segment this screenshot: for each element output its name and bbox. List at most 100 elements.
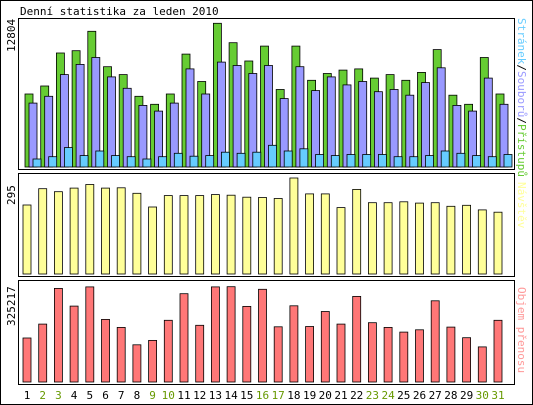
bar-stranek-day-13 bbox=[220, 151, 230, 168]
x-tick-day-8: 8 bbox=[134, 389, 141, 402]
x-tick-day-7: 7 bbox=[118, 389, 125, 402]
bar-navstev-day-12 bbox=[195, 195, 205, 275]
bar-stranek-day-18 bbox=[299, 148, 309, 168]
x-tick-day-31: 31 bbox=[491, 389, 504, 402]
bar-stranek-day-12 bbox=[205, 155, 215, 168]
x-tick-day-21: 21 bbox=[334, 389, 347, 402]
legend-entry: / bbox=[515, 64, 528, 71]
bot-panel-legend: Objem přenosu bbox=[515, 287, 528, 373]
bar-souboru-day-26 bbox=[421, 82, 430, 168]
bar-souboru-day-13 bbox=[216, 61, 226, 168]
bar-objem-prenosu-day-27 bbox=[430, 300, 440, 383]
bar-navstev-day-22 bbox=[352, 188, 362, 275]
bar-navstev-day-15 bbox=[242, 196, 252, 275]
x-tick-day-9: 9 bbox=[149, 389, 156, 402]
bar-stranek-day-31 bbox=[503, 154, 513, 168]
bar-stranek-day-2 bbox=[48, 156, 58, 168]
bar-souboru-day-6 bbox=[107, 76, 116, 168]
bar-navstev-day-5 bbox=[85, 184, 95, 275]
bar-navstev-day-18 bbox=[289, 177, 299, 275]
bar-objem-prenosu-day-2 bbox=[38, 323, 48, 383]
bar-souboru-day-11 bbox=[185, 68, 195, 168]
legend-entry: Přístupů bbox=[515, 124, 528, 177]
bar-stranek-day-24 bbox=[393, 156, 403, 168]
top-panel-max-label: 12804 bbox=[5, 19, 18, 52]
bar-objem-prenosu-day-24 bbox=[383, 326, 393, 383]
bar-souboru-day-14 bbox=[232, 65, 242, 168]
bar-navstev-day-30 bbox=[477, 209, 487, 275]
bar-navstev-day-16 bbox=[258, 197, 267, 275]
legend-entry: Návštěv bbox=[515, 182, 528, 229]
bar-souboru-day-20 bbox=[326, 76, 336, 168]
bot-panel-max-label: 325217 bbox=[5, 286, 18, 326]
bar-objem-prenosu-day-23 bbox=[367, 322, 377, 383]
bar-souboru-day-24 bbox=[389, 89, 399, 168]
x-tick-day-17: 17 bbox=[272, 389, 285, 402]
bar-stranek-day-9 bbox=[158, 156, 168, 168]
x-tick-day-26: 26 bbox=[413, 389, 426, 402]
x-tick-day-3: 3 bbox=[55, 389, 62, 402]
bar-objem-prenosu-day-13 bbox=[210, 286, 220, 383]
bar-souboru-day-4 bbox=[75, 64, 85, 168]
bar-navstev-day-14 bbox=[226, 194, 236, 275]
bar-objem-prenosu-day-8 bbox=[132, 344, 142, 383]
bar-stranek-day-21 bbox=[346, 154, 356, 168]
bar-navstev-day-20 bbox=[320, 193, 330, 275]
bar-objem-prenosu-day-30 bbox=[477, 346, 487, 383]
bar-objem-prenosu-day-9 bbox=[148, 339, 158, 383]
bar-stranek-day-26 bbox=[425, 155, 434, 168]
bar-souboru-day-30 bbox=[483, 77, 493, 168]
bar-souboru-day-7 bbox=[122, 87, 132, 168]
bar-navstev-day-24 bbox=[383, 202, 393, 275]
bar-stranek-day-20 bbox=[330, 155, 340, 168]
x-tick-day-25: 25 bbox=[397, 389, 410, 402]
bar-stranek-day-1 bbox=[32, 158, 42, 168]
bar-souboru-day-1 bbox=[28, 102, 38, 168]
legend-entry: / bbox=[515, 117, 528, 124]
bar-stranek-day-16 bbox=[268, 144, 277, 168]
bar-stranek-day-28 bbox=[456, 152, 466, 168]
bar-objem-prenosu-day-12 bbox=[195, 324, 205, 383]
bar-stranek-day-3 bbox=[64, 147, 73, 168]
bar-objem-prenosu-day-21 bbox=[336, 323, 346, 383]
bar-navstev-day-31 bbox=[493, 211, 503, 275]
x-tick-day-19: 19 bbox=[303, 389, 316, 402]
bar-stranek-day-7 bbox=[126, 156, 136, 168]
mid-panel-max-label: 295 bbox=[5, 185, 18, 205]
bar-navstev-day-2 bbox=[38, 188, 48, 275]
bar-navstev-day-19 bbox=[305, 193, 315, 275]
bar-stranek-day-5 bbox=[95, 150, 105, 168]
bar-navstev-day-10 bbox=[163, 195, 173, 275]
bar-stranek-day-11 bbox=[189, 155, 199, 168]
bar-navstev-day-3 bbox=[54, 191, 63, 275]
bar-navstev-day-11 bbox=[179, 195, 189, 275]
bar-navstev-day-29 bbox=[462, 204, 472, 275]
bar-objem-prenosu-day-14 bbox=[226, 286, 236, 383]
x-tick-day-28: 28 bbox=[444, 389, 457, 402]
bar-objem-prenosu-day-7 bbox=[116, 326, 126, 383]
bar-objem-prenosu-day-10 bbox=[163, 319, 173, 383]
bar-stranek-day-8 bbox=[142, 158, 152, 168]
bar-objem-prenosu-day-1 bbox=[22, 337, 32, 383]
bar-objem-prenosu-day-29 bbox=[462, 337, 472, 383]
x-tick-day-6: 6 bbox=[102, 389, 109, 402]
bar-objem-prenosu-day-25 bbox=[399, 331, 409, 383]
bar-navstev-day-26 bbox=[415, 202, 424, 275]
bar-objem-prenosu-day-20 bbox=[320, 311, 330, 383]
x-tick-day-22: 22 bbox=[350, 389, 363, 402]
top-panel-legend: Stránek/Souborů/Přístupů bbox=[515, 18, 528, 177]
bar-objem-prenosu-day-4 bbox=[69, 305, 79, 383]
mid-panel-legend: Návštěv bbox=[515, 182, 528, 229]
x-tick-day-5: 5 bbox=[86, 389, 93, 402]
x-axis-day-labels: 1 2 3 4 5 6 7 8 9 10 11 12 13 14 15 16 17 18 19 20 21 22 23 24 2… bbox=[24, 389, 505, 402]
bar-navstev-day-8 bbox=[132, 192, 142, 275]
bar-navstev-day-9 bbox=[148, 206, 158, 275]
bar-objem-prenosu-day-11 bbox=[179, 293, 189, 383]
bar-objem-prenosu-day-19 bbox=[305, 326, 315, 383]
bar-navstev-day-1 bbox=[22, 204, 32, 275]
bar-navstev-day-25 bbox=[399, 201, 409, 275]
bar-objem-prenosu-day-28 bbox=[446, 326, 456, 383]
x-tick-day-23: 23 bbox=[366, 389, 379, 402]
bar-stranek-day-14 bbox=[236, 152, 246, 168]
bar-objem-prenosu-day-5 bbox=[85, 286, 95, 383]
